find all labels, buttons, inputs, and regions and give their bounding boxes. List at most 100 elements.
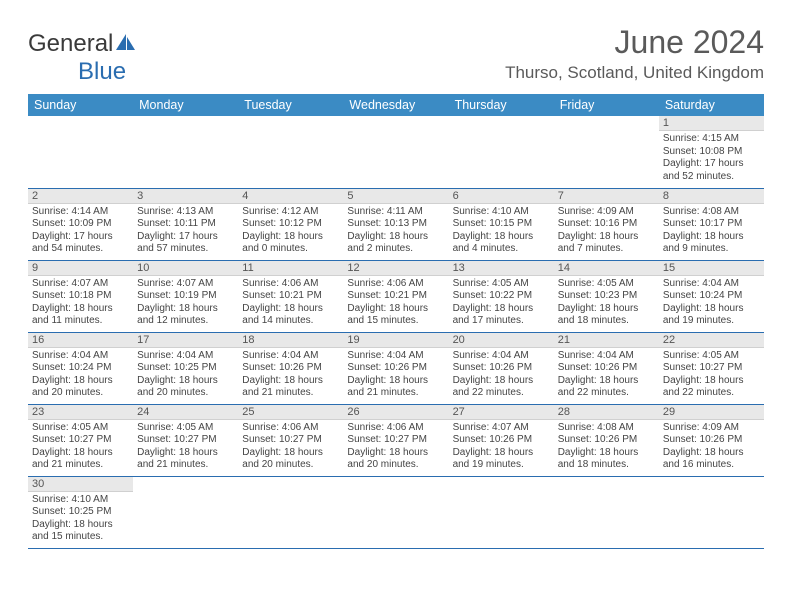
logo-text-blue: Blue [78, 58, 126, 86]
day-details: Sunrise: 4:09 AMSunset: 10:16 PMDaylight… [554, 204, 659, 260]
day-number: 30 [28, 477, 133, 492]
day-number: 29 [659, 405, 764, 420]
title-block: June 2024 Thurso, Scotland, United Kingd… [505, 24, 764, 83]
daylight-text-1: Daylight: 18 hours [137, 303, 234, 316]
daylight-text-1: Daylight: 18 hours [242, 375, 339, 388]
sunset-text: Sunset: 10:18 PM [32, 290, 129, 303]
calendar-day-cell: 13Sunrise: 4:05 AMSunset: 10:22 PMDaylig… [449, 260, 554, 332]
sunset-text: Sunset: 10:26 PM [453, 434, 550, 447]
day-details: Sunrise: 4:04 AMSunset: 10:25 PMDaylight… [133, 348, 238, 404]
day-number: 1 [659, 116, 764, 131]
sunset-text: Sunset: 10:15 PM [453, 218, 550, 231]
sunset-text: Sunset: 10:27 PM [32, 434, 129, 447]
sunrise-text: Sunrise: 4:04 AM [663, 278, 760, 291]
weekday-header: Tuesday [238, 94, 343, 116]
calendar-day-cell: 9Sunrise: 4:07 AMSunset: 10:18 PMDayligh… [28, 260, 133, 332]
daylight-text-1: Daylight: 18 hours [558, 375, 655, 388]
calendar-day-cell [28, 116, 133, 188]
calendar-day-cell: 2Sunrise: 4:14 AMSunset: 10:09 PMDayligh… [28, 188, 133, 260]
sunrise-text: Sunrise: 4:07 AM [32, 278, 129, 291]
calendar-week-row: 9Sunrise: 4:07 AMSunset: 10:18 PMDayligh… [28, 260, 764, 332]
weekday-header-row: SundayMondayTuesdayWednesdayThursdayFrid… [28, 94, 764, 116]
calendar-day-cell: 17Sunrise: 4:04 AMSunset: 10:25 PMDaylig… [133, 332, 238, 404]
sunset-text: Sunset: 10:26 PM [453, 362, 550, 375]
calendar-day-cell: 16Sunrise: 4:04 AMSunset: 10:24 PMDaylig… [28, 332, 133, 404]
day-number: 2 [28, 189, 133, 204]
daylight-text-1: Daylight: 18 hours [32, 375, 129, 388]
calendar-day-cell: 24Sunrise: 4:05 AMSunset: 10:27 PMDaylig… [133, 404, 238, 476]
sunrise-text: Sunrise: 4:07 AM [453, 422, 550, 435]
sunset-text: Sunset: 10:27 PM [137, 434, 234, 447]
daylight-text-2: and 18 minutes. [558, 459, 655, 472]
day-number: 10 [133, 261, 238, 276]
daylight-text-2: and 14 minutes. [242, 315, 339, 328]
calendar-day-cell: 26Sunrise: 4:06 AMSunset: 10:27 PMDaylig… [343, 404, 448, 476]
day-details: Sunrise: 4:06 AMSunset: 10:27 PMDaylight… [238, 420, 343, 476]
day-number: 22 [659, 333, 764, 348]
day-details: Sunrise: 4:07 AMSunset: 10:19 PMDaylight… [133, 276, 238, 332]
sunrise-text: Sunrise: 4:04 AM [242, 350, 339, 363]
day-details: Sunrise: 4:06 AMSunset: 10:21 PMDaylight… [343, 276, 448, 332]
daylight-text-2: and 20 minutes. [347, 459, 444, 472]
calendar-week-row: 30Sunrise: 4:10 AMSunset: 10:25 PMDaylig… [28, 476, 764, 548]
sunset-text: Sunset: 10:27 PM [663, 362, 760, 375]
calendar-day-cell: 3Sunrise: 4:13 AMSunset: 10:11 PMDayligh… [133, 188, 238, 260]
calendar-day-cell: 25Sunrise: 4:06 AMSunset: 10:27 PMDaylig… [238, 404, 343, 476]
daylight-text-1: Daylight: 18 hours [347, 303, 444, 316]
daylight-text-1: Daylight: 18 hours [663, 303, 760, 316]
sunset-text: Sunset: 10:09 PM [32, 218, 129, 231]
daylight-text-1: Daylight: 17 hours [32, 231, 129, 244]
day-number: 16 [28, 333, 133, 348]
daylight-text-1: Daylight: 18 hours [32, 447, 129, 460]
day-details: Sunrise: 4:15 AMSunset: 10:08 PMDaylight… [659, 131, 764, 187]
day-details: Sunrise: 4:04 AMSunset: 10:26 PMDaylight… [343, 348, 448, 404]
day-number: 7 [554, 189, 659, 204]
sunset-text: Sunset: 10:21 PM [242, 290, 339, 303]
day-number: 27 [449, 405, 554, 420]
day-number: 28 [554, 405, 659, 420]
day-number: 13 [449, 261, 554, 276]
sunrise-text: Sunrise: 4:06 AM [242, 422, 339, 435]
day-details: Sunrise: 4:14 AMSunset: 10:09 PMDaylight… [28, 204, 133, 260]
daylight-text-1: Daylight: 18 hours [453, 231, 550, 244]
sunrise-text: Sunrise: 4:06 AM [347, 422, 444, 435]
day-details: Sunrise: 4:10 AMSunset: 10:25 PMDaylight… [28, 492, 133, 548]
logo: General Blue [28, 30, 137, 86]
sail-icon [115, 30, 137, 58]
calendar-day-cell: 18Sunrise: 4:04 AMSunset: 10:26 PMDaylig… [238, 332, 343, 404]
calendar-day-cell: 15Sunrise: 4:04 AMSunset: 10:24 PMDaylig… [659, 260, 764, 332]
sunset-text: Sunset: 10:23 PM [558, 290, 655, 303]
sunset-text: Sunset: 10:27 PM [242, 434, 339, 447]
day-number: 21 [554, 333, 659, 348]
sunset-text: Sunset: 10:26 PM [347, 362, 444, 375]
daylight-text-2: and 54 minutes. [32, 243, 129, 256]
sunrise-text: Sunrise: 4:09 AM [558, 206, 655, 219]
daylight-text-1: Daylight: 18 hours [663, 231, 760, 244]
daylight-text-1: Daylight: 18 hours [32, 519, 129, 532]
sunrise-text: Sunrise: 4:09 AM [663, 422, 760, 435]
daylight-text-1: Daylight: 18 hours [242, 303, 339, 316]
daylight-text-2: and 20 minutes. [137, 387, 234, 400]
weekday-header: Wednesday [343, 94, 448, 116]
daylight-text-1: Daylight: 18 hours [347, 375, 444, 388]
sunrise-text: Sunrise: 4:15 AM [663, 133, 760, 146]
sunrise-text: Sunrise: 4:04 AM [453, 350, 550, 363]
sunrise-text: Sunrise: 4:06 AM [242, 278, 339, 291]
day-number: 20 [449, 333, 554, 348]
daylight-text-2: and 15 minutes. [32, 531, 129, 544]
day-details: Sunrise: 4:04 AMSunset: 10:24 PMDaylight… [28, 348, 133, 404]
sunrise-text: Sunrise: 4:08 AM [558, 422, 655, 435]
day-details: Sunrise: 4:05 AMSunset: 10:27 PMDaylight… [28, 420, 133, 476]
calendar-week-row: 16Sunrise: 4:04 AMSunset: 10:24 PMDaylig… [28, 332, 764, 404]
calendar-day-cell [343, 476, 448, 548]
calendar-day-cell: 19Sunrise: 4:04 AMSunset: 10:26 PMDaylig… [343, 332, 448, 404]
calendar-day-cell: 6Sunrise: 4:10 AMSunset: 10:15 PMDayligh… [449, 188, 554, 260]
day-details: Sunrise: 4:07 AMSunset: 10:18 PMDaylight… [28, 276, 133, 332]
daylight-text-1: Daylight: 18 hours [663, 447, 760, 460]
calendar-day-cell: 10Sunrise: 4:07 AMSunset: 10:19 PMDaylig… [133, 260, 238, 332]
sunrise-text: Sunrise: 4:05 AM [453, 278, 550, 291]
day-number: 3 [133, 189, 238, 204]
day-details: Sunrise: 4:11 AMSunset: 10:13 PMDaylight… [343, 204, 448, 260]
calendar-day-cell [554, 116, 659, 188]
daylight-text-2: and 9 minutes. [663, 243, 760, 256]
